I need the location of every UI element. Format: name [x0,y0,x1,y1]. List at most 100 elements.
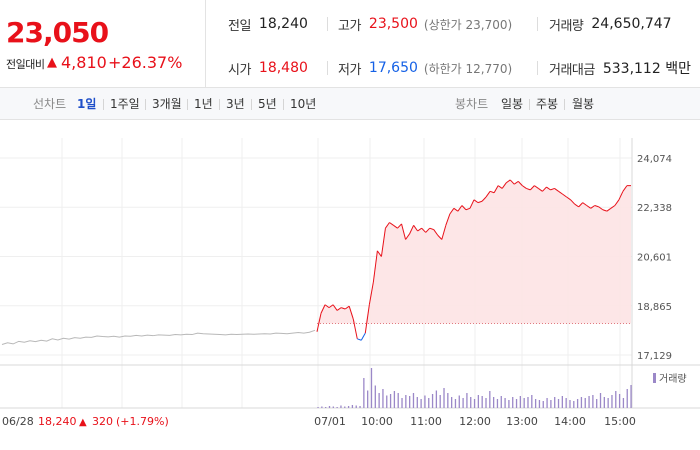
volume-bar [347,406,350,408]
divider [145,99,146,110]
candle-daily[interactable]: 일봉 [501,97,524,111]
volume-bar [473,399,476,408]
period-1d[interactable]: 1일 [77,97,97,111]
volume-bar [355,405,357,408]
change-label: 전일대비 [6,58,45,71]
price-line-segment [445,213,451,226]
volume-bar [569,400,571,408]
period-3y[interactable]: 3년 [226,97,245,111]
period-1w[interactable]: 1주일 [110,97,140,111]
price-line-segment [344,305,350,310]
price-chart: 24,074 22,338 20,601 18,865 17,129 거래량 07/01 10… [0,138,700,428]
price-line-segment [534,185,539,189]
period-5y[interactable]: 5년 [258,97,277,111]
prev-day-date: 06/28 [2,415,34,428]
volume-bar [435,390,438,408]
stat-value: 18,240 [258,16,308,32]
stat-volume: 거래량 24,650,747 [549,2,672,46]
divider [529,99,530,110]
volume-bar [466,393,468,408]
volume-bar [557,399,560,408]
y-tick-label: 24,074 [637,154,672,165]
price-line-segment [546,186,551,191]
price-line-segment [372,250,378,283]
candle-monthly[interactable]: 월봉 [572,97,595,111]
divider [283,99,284,110]
volume-bar [599,393,602,408]
volume-bar [328,406,331,408]
price-line-segment [558,190,563,195]
line-chart-label: 선차트 [33,97,67,111]
volume-bar [527,397,529,408]
volume-bar [416,397,418,408]
price-line-segment [433,229,439,236]
price-line-segment [522,185,527,189]
volume-bar [420,399,422,408]
volume-bar [626,389,628,408]
price-line-segment [380,228,386,257]
volume-bar [428,398,430,408]
volume-bar [443,388,445,408]
candle-weekly[interactable]: 주봉 [536,97,559,111]
price-line-segment [485,191,491,198]
volume-bar [550,400,552,408]
stat-label: 거래량 [549,18,584,34]
price-line-segment [469,199,475,209]
volume-bar [382,389,384,408]
price-line-segment [457,205,463,212]
price-line-segment [385,222,390,229]
volume-bar [447,393,449,408]
price-line-segment [529,185,535,191]
volume-bar [462,398,464,408]
volume-legend-label: 거래량 [659,373,687,385]
price-line-segment [393,224,398,229]
volume-bar [332,406,334,408]
stat-high: 고가 23,500 (상한가 23,700) [338,2,512,46]
price-box: 23,050 전일대비 ▲ 4,810 +26.37% [0,0,206,88]
price-line-segment [550,187,555,191]
volume-bar [607,398,609,408]
period-1y[interactable]: 1년 [194,97,213,111]
price-line-segment [501,182,507,189]
price-line-segment [417,227,422,232]
volume-bar [576,399,579,408]
divider [187,99,188,110]
volume-bar [561,396,563,408]
volume-bar [588,396,590,408]
volume-bar [519,396,522,408]
price-line-segment [574,203,579,208]
volume-bar [596,399,598,408]
volume-bar [622,398,625,408]
price-line-segment [513,180,519,185]
volume-bar [611,395,613,408]
volume-bar [431,394,434,408]
volume-bar [512,397,514,408]
volume-bar [351,405,354,408]
volume-bar [370,368,373,408]
volume-bar [405,395,407,408]
price-line-segment [570,199,576,205]
price-line-segment [610,205,616,209]
volume-bar [554,397,556,408]
x-tick-label: 14:00 [554,415,586,428]
volume-bar [573,401,575,408]
volume-bar [344,406,346,408]
price-line-segment [429,227,434,231]
volume-bar [489,391,491,408]
price-line-segment [582,202,588,206]
stats-grid: 전일 18,240 고가 23,500 (상한가 23,700) 거래량 24,… [207,0,700,88]
price-line-segment [316,313,322,332]
volume-bar [542,401,544,408]
stat-value: 23,500 [368,16,418,32]
stat-prev-close: 전일 18,240 [228,2,308,46]
price-line-segment [509,179,515,185]
period-10y[interactable]: 10년 [290,97,317,111]
y-tick-label: 18,865 [637,302,672,313]
price-line-segment [425,227,431,233]
price-line-segment [586,205,592,209]
volume-bar [531,395,533,408]
period-3m[interactable]: 3개월 [152,97,182,111]
volume-bar [336,407,338,408]
price-line-segment [409,225,415,235]
price-line-segment [578,202,584,208]
